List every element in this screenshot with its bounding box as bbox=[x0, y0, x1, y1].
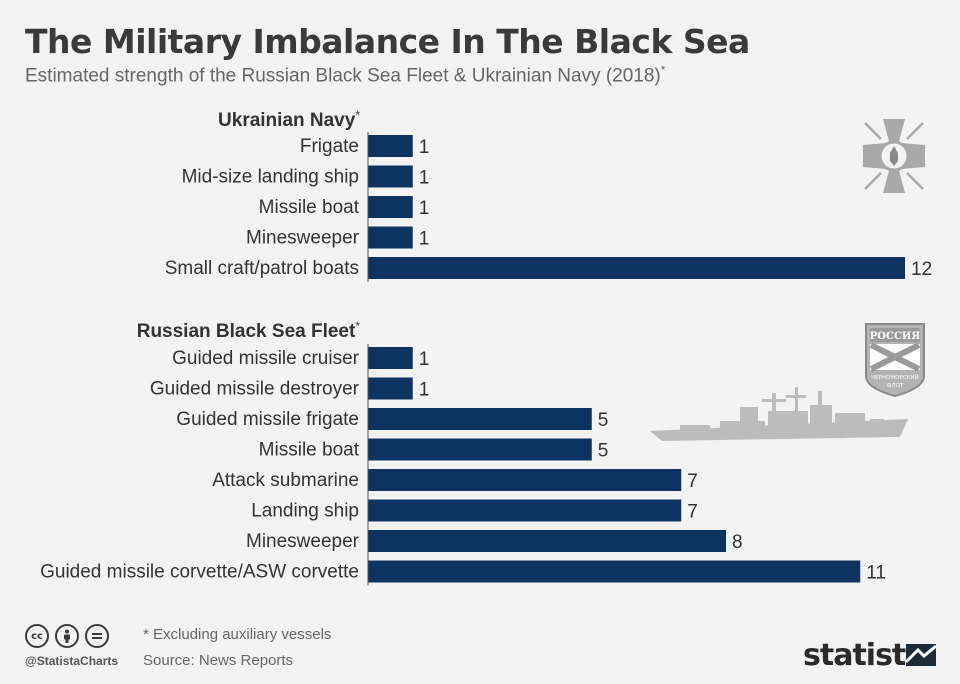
bar bbox=[368, 530, 726, 552]
emblem-top-text: РОССИЯ bbox=[870, 331, 921, 342]
category-label: Guided missile cruiser bbox=[172, 348, 360, 369]
russian-black-sea-fleet-emblem-icon: РОССИЯ ЧЕРНОМОРСКИЙ ФЛОТ bbox=[865, 323, 925, 398]
data-label: 1 bbox=[419, 198, 430, 219]
subtitle-footnote-mark: * bbox=[660, 63, 666, 77]
chart-title: The Military Imbalance In The Black Sea bbox=[25, 22, 750, 61]
data-label: 1 bbox=[419, 229, 430, 250]
bar bbox=[368, 347, 413, 369]
bar-chart: Ukrainian Navy* Frigate 1 Mid-size landing … bbox=[40, 108, 932, 586]
bar bbox=[368, 257, 905, 279]
emblem-bottom-text-1: ЧЕРНОМОРСКИЙ bbox=[871, 374, 918, 381]
by-icon bbox=[55, 624, 79, 648]
series-title: Ukrainian Navy* bbox=[218, 108, 360, 131]
subtitle-text: Estimated strength of the Russian Black … bbox=[25, 65, 661, 87]
data-label: 1 bbox=[419, 137, 430, 158]
data-label: 1 bbox=[419, 380, 430, 401]
ukrainian-navy-emblem-icon bbox=[863, 119, 925, 193]
data-label: 7 bbox=[687, 502, 698, 523]
category-label: Missile boat bbox=[259, 440, 360, 461]
chart-subtitle: Estimated strength of the Russian Black … bbox=[25, 63, 665, 87]
category-label: Missile boat bbox=[259, 197, 360, 218]
bar bbox=[368, 196, 413, 218]
license-icons: cc bbox=[25, 624, 109, 648]
bar bbox=[368, 499, 682, 522]
footnote: * Excluding auxiliary vessels bbox=[143, 626, 332, 643]
bar bbox=[368, 377, 413, 400]
category-label: Landing ship bbox=[251, 501, 359, 522]
bar bbox=[368, 469, 682, 491]
category-label: Frigate bbox=[300, 136, 359, 157]
bar bbox=[368, 438, 592, 461]
data-label: 1 bbox=[419, 349, 430, 370]
series-title: Russian Black Sea Fleet* bbox=[137, 319, 361, 342]
data-label: 8 bbox=[732, 532, 743, 553]
nd-icon bbox=[85, 624, 109, 648]
statista-handle[interactable]: @StatistaCharts bbox=[25, 654, 119, 668]
category-label: Minesweeper bbox=[246, 531, 360, 552]
series-title-footnote-mark: * bbox=[355, 108, 360, 122]
statista-logo-mark-icon bbox=[906, 644, 936, 666]
bar bbox=[368, 560, 861, 583]
series-title-footnote-mark: * bbox=[355, 319, 360, 333]
category-label: Attack submarine bbox=[212, 470, 359, 491]
data-label: 12 bbox=[911, 259, 932, 280]
cc-icon: cc bbox=[25, 624, 49, 648]
category-label: Minesweeper bbox=[246, 228, 360, 249]
category-label: Small craft/patrol boats bbox=[165, 258, 359, 279]
category-label: Guided missile frigate bbox=[176, 409, 359, 430]
warship-silhouette-icon bbox=[650, 387, 908, 441]
bar bbox=[368, 226, 413, 249]
category-label: Mid-size landing ship bbox=[182, 167, 359, 188]
category-label: Guided missile destroyer bbox=[150, 379, 360, 400]
bar bbox=[368, 135, 413, 157]
emblem-bottom-text-2: ФЛОТ bbox=[887, 383, 904, 389]
source-note: Source: News Reports bbox=[143, 652, 294, 669]
data-label: 1 bbox=[419, 168, 430, 189]
category-label: Guided missile corvette/ASW corvette bbox=[40, 562, 359, 583]
bar bbox=[368, 165, 413, 188]
data-label: 7 bbox=[687, 471, 698, 492]
statista-logo[interactable]: statista bbox=[803, 638, 926, 673]
bar bbox=[368, 408, 592, 430]
data-label: 5 bbox=[598, 410, 609, 431]
data-label: 11 bbox=[866, 563, 886, 584]
data-label: 5 bbox=[598, 441, 609, 462]
